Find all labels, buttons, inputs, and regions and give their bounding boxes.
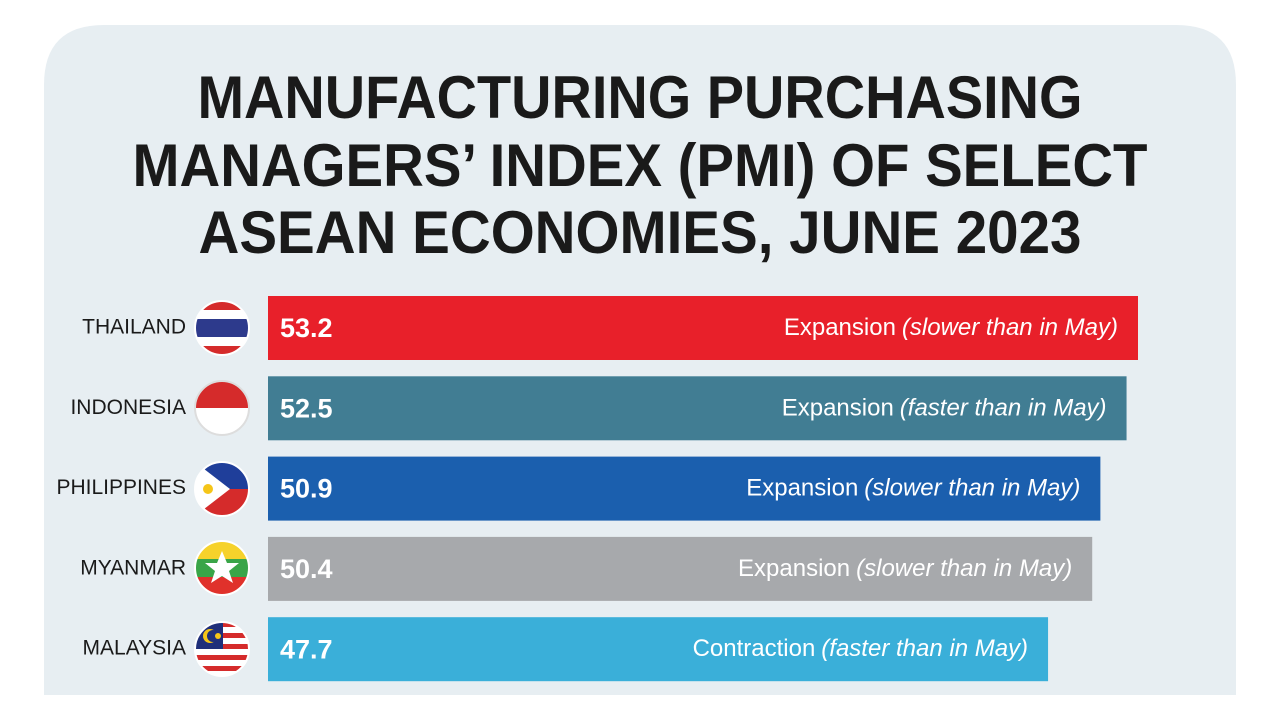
status-label: Contraction (faster than in May) xyxy=(693,636,1028,663)
flag-malaysia xyxy=(194,621,250,677)
bar xyxy=(268,376,1127,441)
chart-title: MANAGERS’ INDEX (PMI) OF SELECT xyxy=(133,132,1148,199)
flag-myanmar xyxy=(194,540,250,596)
category-label: THAILAND xyxy=(82,316,186,339)
category-label: MALAYSIA xyxy=(83,637,186,660)
status-label: Expansion (slower than in May) xyxy=(738,555,1072,582)
value-label: 53.2 xyxy=(280,313,333,343)
category-label: MYANMAR xyxy=(80,556,186,579)
status: Contraction xyxy=(693,636,816,663)
status-note: (faster than in May) xyxy=(900,395,1107,422)
bar xyxy=(268,617,1049,682)
status-note: (slower than in May) xyxy=(902,314,1118,341)
category-label: PHILIPPINES xyxy=(56,476,186,499)
status-note: (slower than in May) xyxy=(864,475,1080,502)
value-label: 47.7 xyxy=(280,634,333,664)
status-label: Expansion (slower than in May) xyxy=(746,475,1080,502)
flag-indonesia xyxy=(194,380,250,436)
status-note: (slower than in May) xyxy=(856,555,1072,582)
status-note: (faster than in May) xyxy=(821,636,1028,663)
flag-thailand xyxy=(194,300,250,356)
bar xyxy=(268,536,1093,601)
chart-title: MANUFACTURING PURCHASING xyxy=(198,64,1083,131)
status: Expansion xyxy=(782,395,894,422)
flag-philippines xyxy=(194,461,250,517)
value-label: 50.9 xyxy=(280,474,333,504)
value-label: 52.5 xyxy=(280,393,333,423)
chart-title: ASEAN ECONOMIES, JUNE 2023 xyxy=(199,199,1082,266)
bar xyxy=(268,296,1138,360)
bar xyxy=(268,456,1101,521)
status: Expansion xyxy=(746,475,858,502)
status: Expansion xyxy=(738,555,850,582)
status-label: Expansion (slower than in May) xyxy=(784,314,1118,341)
status-label: Expansion (faster than in May) xyxy=(782,395,1107,422)
value-label: 50.4 xyxy=(280,554,333,584)
category-label: INDONESIA xyxy=(70,396,186,419)
status: Expansion xyxy=(784,314,896,341)
